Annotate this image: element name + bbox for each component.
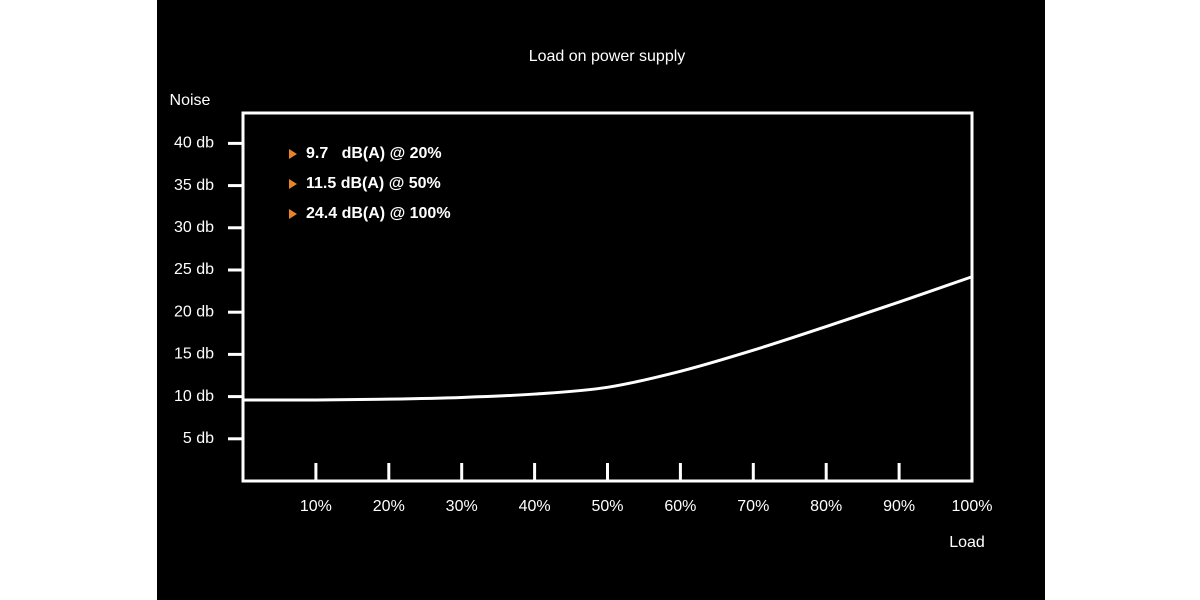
- x-tick-label: 90%: [883, 498, 915, 515]
- y-tick-label: 40 db: [174, 135, 214, 152]
- y-axis-label: Noise: [170, 92, 211, 109]
- x-tick-label: 40%: [519, 498, 551, 515]
- y-tick-label: 5 db: [183, 430, 214, 447]
- annotation-marker: [289, 209, 297, 219]
- x-tick-label: 60%: [664, 498, 696, 515]
- annotation-marker: [289, 149, 297, 159]
- panel: [157, 0, 1045, 600]
- grid: [243, 142, 972, 440]
- y-tick-label: 20 db: [174, 303, 214, 320]
- annotation: 24.4 dB(A) @ 100%: [306, 205, 451, 222]
- y-tick-label: 30 db: [174, 219, 214, 236]
- y-tick-label: 15 db: [174, 346, 214, 363]
- noise-line: [242, 275, 973, 402]
- y-tick-label: 25 db: [174, 261, 214, 278]
- x-axis-label: Load: [949, 534, 985, 551]
- x-tick-label: 80%: [810, 498, 842, 515]
- x-tick-label: 30%: [446, 498, 478, 515]
- x-tick-label: 20%: [373, 498, 405, 515]
- annotation-marker: [289, 179, 297, 189]
- x-tick-label: 10%: [300, 498, 332, 515]
- chart-title: Load on power supply: [529, 48, 686, 65]
- x-tick-label: 100%: [952, 498, 993, 515]
- y-tick-label: 10 db: [174, 388, 214, 405]
- y-tick-label: 35 db: [174, 177, 214, 194]
- annotation: 9.7 dB(A) @ 20%: [306, 145, 442, 162]
- annotation: 11.5 dB(A) @ 50%: [306, 175, 441, 192]
- x-tick-label: 50%: [591, 498, 623, 515]
- x-tick-label: 70%: [737, 498, 769, 515]
